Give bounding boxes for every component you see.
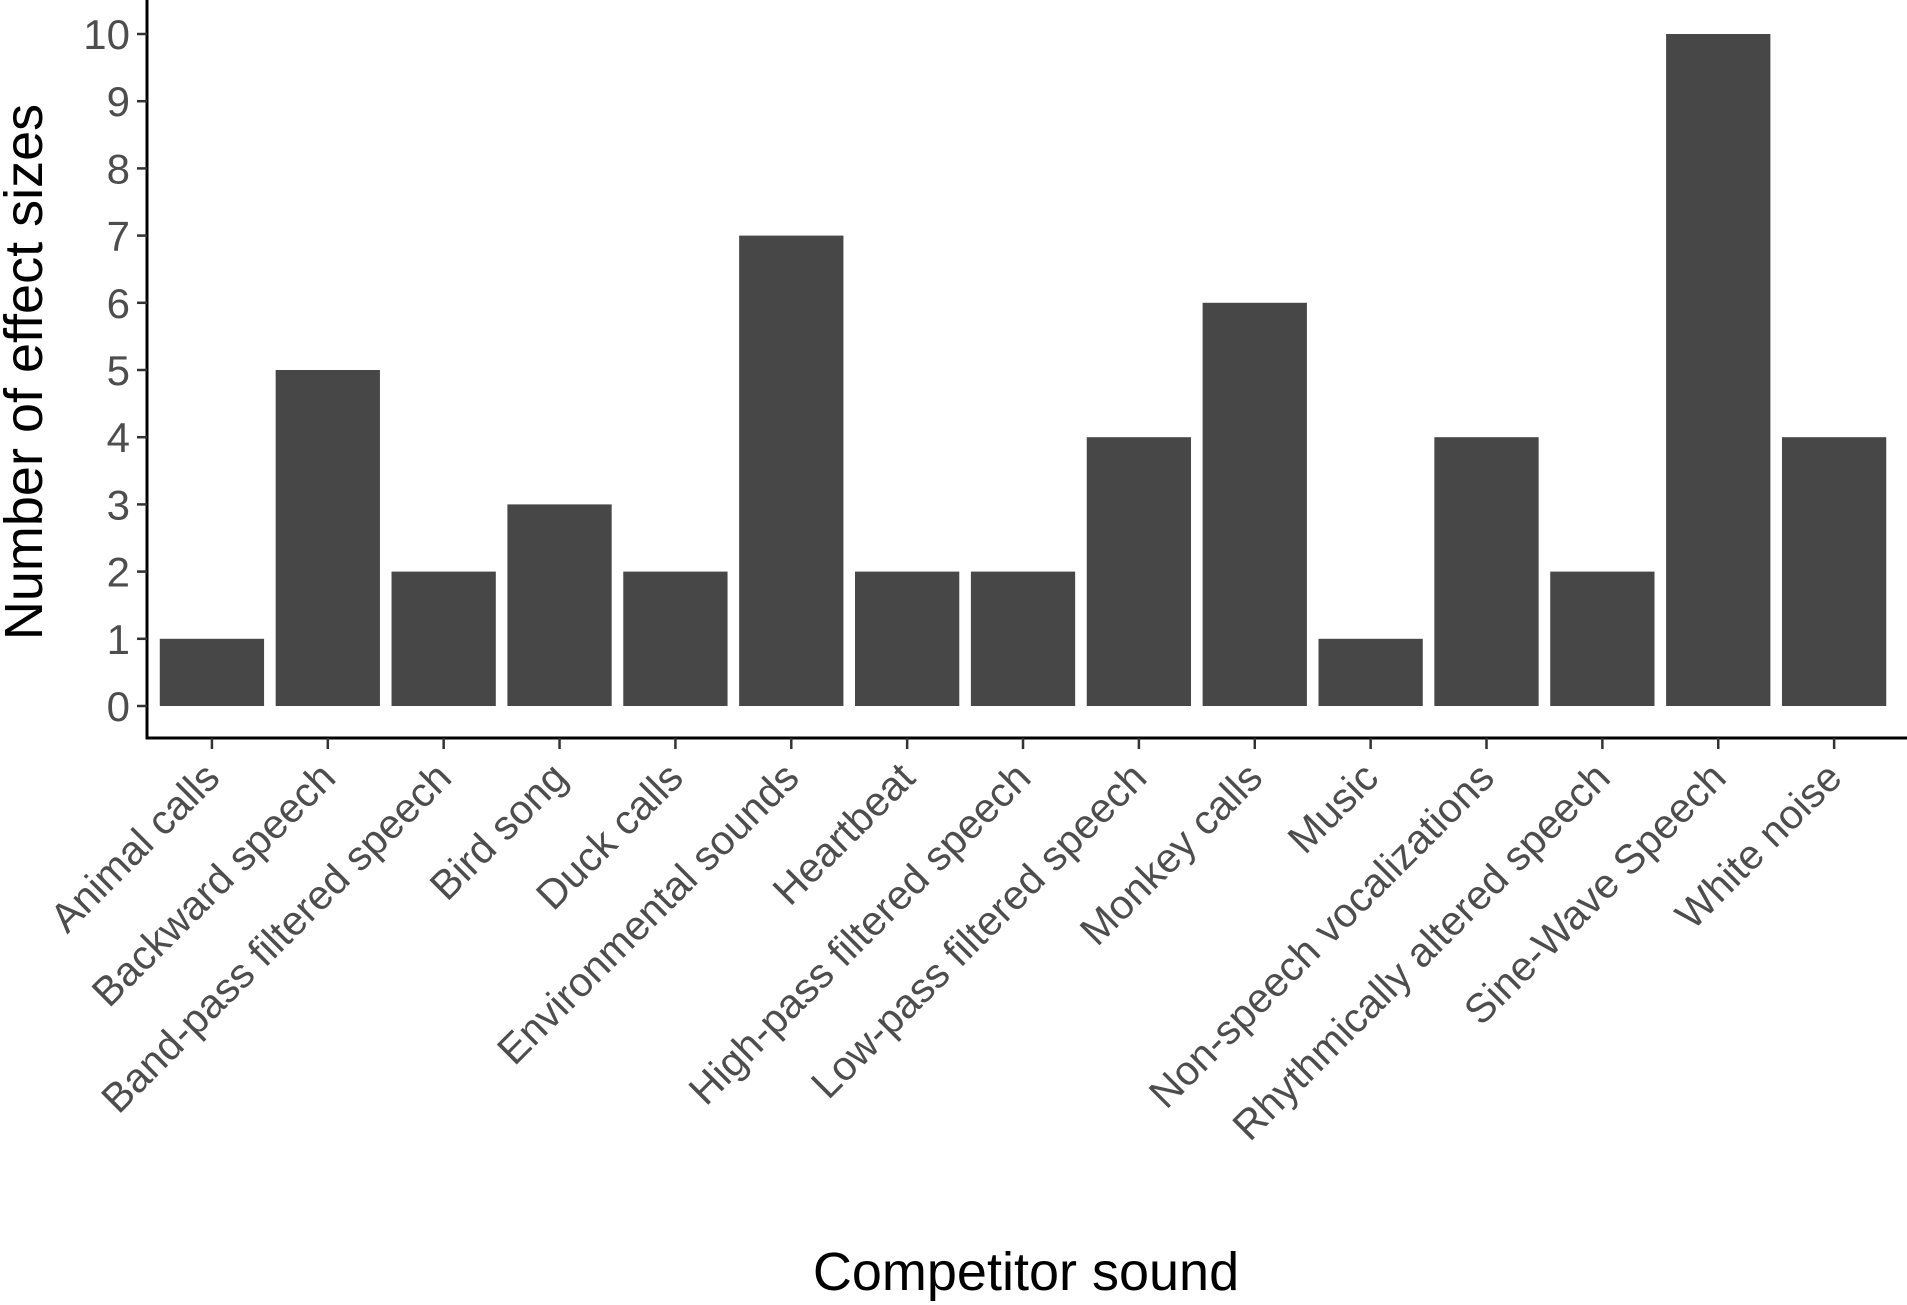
bars-group: [159, 34, 1887, 706]
bar-8: [1086, 437, 1192, 706]
x-axis-title: Competitor sound: [813, 1242, 1239, 1302]
y-tick-label-6: 6: [107, 280, 130, 327]
bar-5: [739, 235, 844, 706]
bar-12: [1550, 571, 1655, 706]
bar-2: [391, 571, 496, 706]
y-tick-label-4: 4: [107, 414, 130, 461]
bar-7: [970, 571, 1076, 706]
bar-14: [1781, 437, 1887, 706]
bar-3: [507, 504, 612, 706]
bar-6: [855, 571, 960, 706]
bar-13: [1666, 34, 1771, 706]
bar-1: [275, 370, 380, 706]
y-tick-label-5: 5: [107, 347, 130, 394]
bar-9: [1202, 302, 1307, 706]
y-tick-label-0: 0: [107, 683, 130, 730]
bar-0: [159, 638, 265, 706]
y-tick-label-10: 10: [83, 11, 130, 58]
bar-10: [1318, 638, 1423, 706]
bar-4: [623, 571, 728, 706]
y-tick-label-9: 9: [107, 78, 130, 125]
y-axis: 0 1 2 3 4 5 6 7 8 9 10: [83, 0, 149, 740]
y-tick-label-1: 1: [107, 616, 130, 663]
y-tick-label-7: 7: [107, 213, 130, 260]
bar-11: [1434, 437, 1539, 706]
x-category-label-10: Music: [1279, 754, 1387, 862]
y-tick-label-2: 2: [107, 549, 130, 596]
y-tick-label-8: 8: [107, 145, 130, 192]
y-axis-title: Number of effect sizes: [0, 104, 54, 640]
y-tick-label-3: 3: [107, 481, 130, 528]
